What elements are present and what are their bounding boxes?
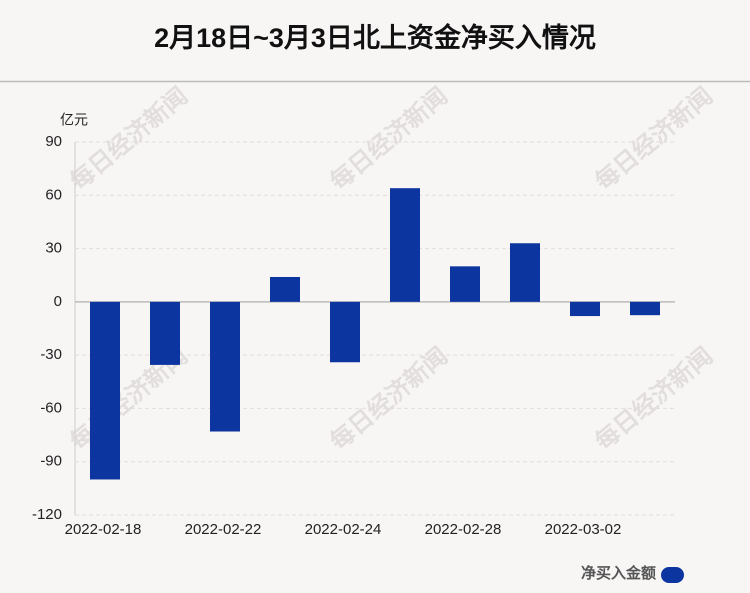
bar: [90, 301, 120, 480]
bar: [210, 301, 240, 432]
x-tick-label: 2022-02-24: [305, 521, 382, 538]
chart-title: 2月18日~3月3日北上资金净买入情况: [154, 22, 596, 53]
bar: [270, 276, 300, 302]
bar: [510, 243, 540, 302]
x-tick-label: 2022-02-18: [65, 521, 142, 538]
x-tick-label: 2022-02-28: [425, 521, 502, 538]
bar: [570, 301, 600, 317]
y-tick-label: -120: [32, 506, 62, 523]
y-tick-label: -30: [40, 346, 62, 363]
bar: [630, 301, 660, 316]
y-tick-label: 90: [45, 133, 62, 150]
legend-label: 净买入金额: [581, 564, 656, 582]
y-tick-label: -60: [40, 399, 62, 416]
y-tick-label: 0: [54, 293, 62, 310]
y-tick-label: 60: [45, 186, 62, 203]
y-tick-label: 30: [45, 240, 62, 257]
bar: [150, 301, 180, 365]
x-tick-label: 2022-02-22: [185, 521, 262, 538]
bar: [390, 188, 420, 302]
legend-swatch: [661, 567, 684, 583]
x-tick-label: 2022-03-02: [545, 521, 622, 538]
y-axis-unit: 亿元: [60, 112, 88, 128]
bar: [450, 266, 480, 302]
y-tick-label: -90: [40, 453, 62, 470]
bar: [330, 301, 360, 363]
